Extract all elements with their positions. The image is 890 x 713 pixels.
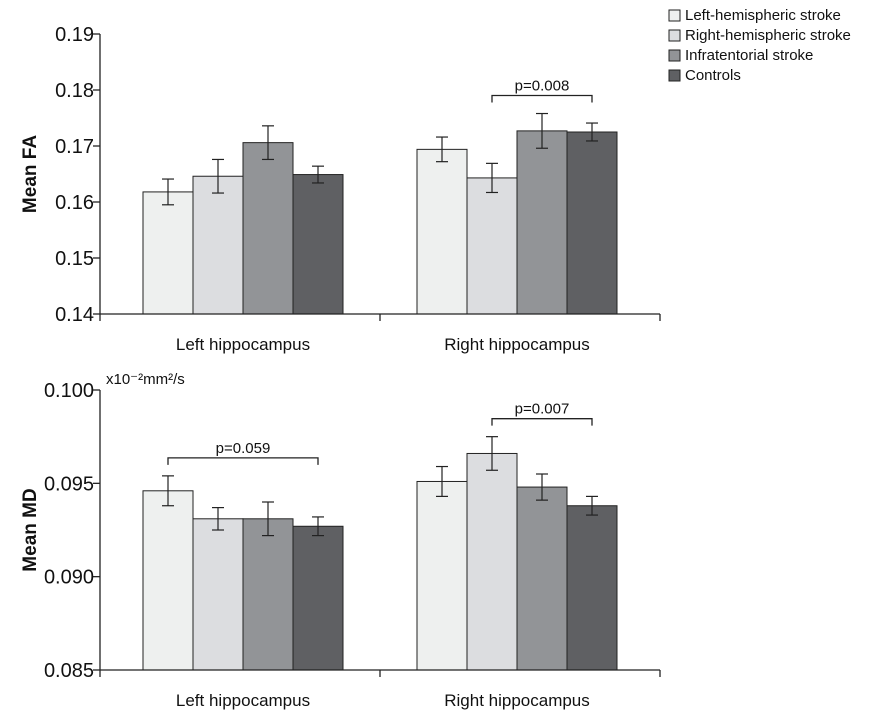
legend-label-2: Infratentorial stroke xyxy=(685,47,813,64)
legend-label-1: Right-hemispheric stroke xyxy=(685,27,851,44)
legend-swatch-1 xyxy=(668,29,681,42)
bar-1-s0-c0 xyxy=(142,490,194,671)
unit-label-1: x10⁻²mm²/s xyxy=(106,371,185,388)
bar-1-s1-c1 xyxy=(466,452,518,671)
significance-label-1-0: p=0.059 xyxy=(216,440,271,457)
bar-0-s1-c1 xyxy=(466,177,518,315)
bar-0-s3-c0 xyxy=(292,174,344,315)
significance-bracket-1-0 xyxy=(167,457,319,465)
bar-1-s1-c0 xyxy=(192,518,244,671)
bar-0-s3-c1 xyxy=(566,131,618,315)
legend-swatch-2 xyxy=(668,49,681,62)
y-tick-label-1-2: 0.095 xyxy=(44,473,94,495)
category-label-1-1: Right hippocampus xyxy=(444,691,590,710)
y-tick-label-0-5: 0.19 xyxy=(55,24,94,46)
legend-label-3: Controls xyxy=(685,67,741,84)
y-tick-label-0-1: 0.15 xyxy=(55,248,94,270)
chart-mean-fa: 0.14 0.15 0.16 0.17 0.18 0.19 Left hippocampus… xyxy=(20,24,661,354)
significance-label-1-1: p=0.007 xyxy=(515,401,570,418)
chart-mean-md: 0.085 0.090 0.095 0.100 Left hippocampus Righ… xyxy=(20,371,661,710)
bar-1-s2-c1 xyxy=(516,486,568,671)
y-axis-title-0: Mean FA xyxy=(20,135,41,213)
bar-0-s0-c0 xyxy=(142,191,194,315)
y-tick-label-0-4: 0.18 xyxy=(55,80,94,102)
bar-0-s1-c0 xyxy=(192,175,244,315)
y-tick-label-0-0: 0.14 xyxy=(55,304,94,326)
y-tick-label-1-1: 0.090 xyxy=(44,567,94,589)
significance-bracket-1-1 xyxy=(491,418,593,426)
y-tick-label-1-3: 0.100 xyxy=(44,380,94,402)
legend-swatch-3 xyxy=(668,69,681,82)
y-tick-label-0-3: 0.17 xyxy=(55,136,94,158)
category-label-0-0: Left hippocampus xyxy=(176,335,310,354)
y-tick-label-1-0: 0.085 xyxy=(44,660,94,682)
legend: Left-hemispheric stroke Right-hemispheric… xyxy=(668,7,851,84)
bar-1-s2-c0 xyxy=(242,518,294,671)
bar-0-s2-c1 xyxy=(516,130,568,315)
bar-0-s0-c1 xyxy=(416,148,468,315)
category-label-0-1: Right hippocampus xyxy=(444,335,590,354)
category-label-1-0: Left hippocampus xyxy=(176,691,310,710)
bar-0-s2-c0 xyxy=(242,142,294,315)
legend-swatch-0 xyxy=(668,9,681,22)
bar-1-s0-c1 xyxy=(416,480,468,671)
y-tick-label-0-2: 0.16 xyxy=(55,192,94,214)
legend-label-0: Left-hemispheric stroke xyxy=(685,7,841,24)
significance-bracket-0-0 xyxy=(491,94,593,103)
y-axis-title-1: Mean MD xyxy=(20,488,41,571)
bar-1-s3-c1 xyxy=(566,505,618,671)
bar-1-s3-c0 xyxy=(292,525,344,671)
significance-label-0-0: p=0.008 xyxy=(515,78,570,95)
